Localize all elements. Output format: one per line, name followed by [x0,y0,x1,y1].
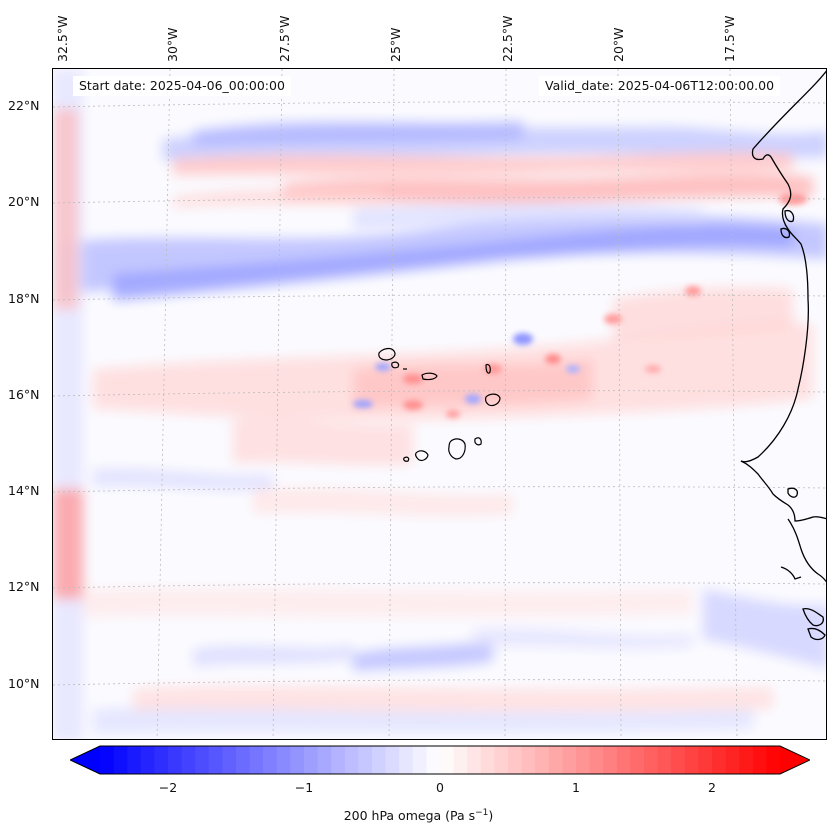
colorbar-cell [616,746,631,774]
colorbar-cell [494,746,509,774]
colorbar-label: 200 hPa omega (Pa s−1) [343,808,494,824]
colorbar-cell [480,746,495,774]
colorbar-cell [644,746,659,774]
start-date-label: Start date: 2025-04-06_00:00:00 [73,76,291,96]
omega-field-map [53,69,826,739]
colorbar-cell [630,746,645,774]
colorbar-tick-0: 0 [436,780,444,795]
lon-label-32-5w: 32.5°W [55,15,70,62]
colorbar-cell [521,746,536,774]
colorbar-cell [195,746,210,774]
colorbar-cell [290,746,305,774]
map-panel [52,68,827,740]
colorbar-tick-1: 1 [572,780,580,795]
colorbar-cell [657,746,672,774]
colorbar-extend-max [780,746,810,774]
colorbar-tick-2: 2 [708,780,716,795]
colorbar-cell [712,746,727,774]
omega-field [53,69,826,739]
lon-label-25w: 25°W [388,27,403,62]
colorbar-cell [276,746,291,774]
colorbar-tick-minus-2: −2 [158,780,178,795]
colorbar-cell [344,746,359,774]
lon-label-20w: 20°W [611,27,626,62]
lon-label-22-5w: 22.5°W [500,15,515,62]
colorbar-cell [399,746,414,774]
lon-label-17-5w: 17.5°W [722,15,737,62]
lat-label-18n: 18°N [8,291,40,306]
colorbar-cell [168,746,183,774]
colorbar-cell [426,746,441,774]
lat-label-14n: 14°N [8,483,40,498]
lon-label-27-5w: 27.5°W [277,15,292,62]
colorbar-cell [535,746,550,774]
colorbar-cell [331,746,346,774]
colorbar-cell [222,746,237,774]
colorbar-cell [372,746,387,774]
colorbar-cell [725,746,740,774]
omega-cells [353,193,807,418]
valid-date-label: Valid_date: 2025-04-06T12:00:00.00 [539,76,781,96]
lat-label-12n: 12°N [8,579,40,594]
colorbar-cell [127,746,142,774]
colorbar-cell [304,746,319,774]
colorbar-cell [562,746,577,774]
colorbar-cell [100,746,115,774]
colorbar-cell [181,746,196,774]
colorbar-cell [113,746,128,774]
lat-label-10n: 10°N [8,676,40,691]
lat-label-20n: 20°N [8,194,40,209]
colorbar-cell [671,746,686,774]
colorbar-extend-min [70,746,100,774]
colorbar-cell [249,746,264,774]
colorbar [70,745,810,775]
colorbar-cell [208,746,223,774]
colorbar-cell [684,746,699,774]
colorbar-cell [236,746,251,774]
coastline [740,70,826,641]
colorbar-cell [589,746,604,774]
gridlines [53,69,826,739]
colorbar-cell [603,746,618,774]
colorbar-cell [576,746,591,774]
islands [378,347,501,462]
colorbar-cell [440,746,455,774]
colorbar-cell [766,746,781,774]
lon-label-30w: 30°W [165,27,180,62]
colorbar-cell [548,746,563,774]
colorbar-cell [752,746,767,774]
colorbar-cell [453,746,468,774]
colorbar-cell [317,746,332,774]
colorbar-cell [263,746,278,774]
colorbar-cell [508,746,523,774]
colorbar-cell [698,746,713,774]
colorbar-cell [412,746,427,774]
colorbar-cell [467,746,482,774]
colorbar-cell [358,746,373,774]
colorbar-cells [70,746,810,774]
colorbar-tick-minus-1: −1 [294,780,314,795]
colorbar-cell [385,746,400,774]
colorbar-cell [154,746,169,774]
lat-label-16n: 16°N [8,387,40,402]
colorbar-cell [140,746,155,774]
lat-label-22n: 22°N [8,98,40,113]
colorbar-outline [70,745,810,775]
colorbar-cell [739,746,754,774]
